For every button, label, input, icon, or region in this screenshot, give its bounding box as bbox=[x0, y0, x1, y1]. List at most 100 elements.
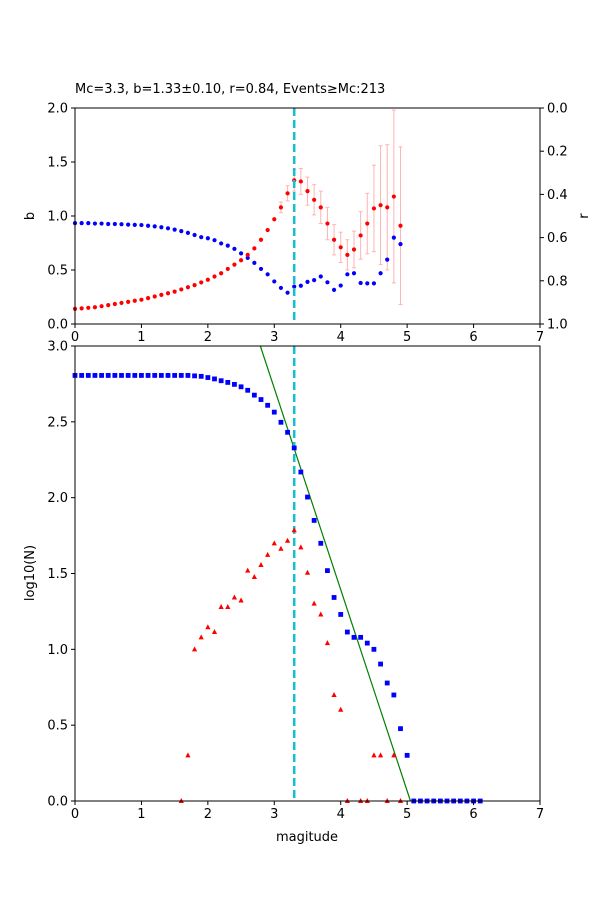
noncumulative-point bbox=[245, 567, 251, 573]
b-point bbox=[232, 262, 237, 267]
b-point bbox=[252, 246, 257, 251]
bottom-y-tick-label: 0.0 bbox=[47, 795, 68, 810]
b-point bbox=[378, 203, 383, 208]
cumulative-point bbox=[278, 419, 284, 425]
noncumulative-point bbox=[278, 545, 284, 551]
noncumulative-point bbox=[331, 691, 337, 697]
r-point bbox=[398, 241, 403, 247]
b-point bbox=[225, 266, 230, 272]
r-point bbox=[252, 260, 257, 265]
cumulative-point bbox=[398, 726, 403, 732]
cumulative-point bbox=[358, 634, 364, 640]
top-right-y-tick-label: 0.8 bbox=[547, 274, 568, 289]
top-left-y-tick-label: 0.5 bbox=[47, 264, 68, 279]
b-point bbox=[258, 237, 264, 242]
b-point bbox=[152, 294, 157, 299]
top-right-y-tick-label: 0.2 bbox=[547, 145, 568, 160]
b-point bbox=[238, 258, 244, 263]
b-point bbox=[205, 277, 210, 282]
top-x-tick-label: 6 bbox=[469, 330, 477, 345]
r-point bbox=[86, 221, 91, 226]
r-point bbox=[119, 222, 124, 227]
bottom-x-tick-label: 5 bbox=[403, 807, 411, 822]
cumulative-point bbox=[178, 373, 184, 378]
cumulative-point bbox=[298, 469, 304, 475]
bottom-x-tick-label: 6 bbox=[469, 807, 477, 822]
noncumulative-point bbox=[371, 752, 377, 758]
cumulative-point bbox=[125, 373, 131, 378]
bottom-y-tick-label: 1.5 bbox=[47, 567, 68, 582]
r-point bbox=[331, 287, 337, 292]
top-left-y-tick-label: 1.0 bbox=[47, 210, 68, 225]
bottom-y-tick-label: 2.5 bbox=[47, 415, 68, 430]
r-point bbox=[298, 283, 303, 288]
b-point bbox=[391, 194, 396, 199]
b-point bbox=[272, 217, 277, 222]
bottom-y-tick-label: 3.0 bbox=[47, 340, 68, 355]
cumulative-point bbox=[364, 640, 370, 646]
b-point bbox=[371, 206, 377, 211]
cumulative-point bbox=[232, 381, 237, 387]
cumulative-point bbox=[212, 376, 217, 382]
cumulative-point bbox=[198, 373, 204, 379]
r-point bbox=[285, 290, 290, 295]
b-point bbox=[298, 179, 303, 184]
r-point bbox=[219, 241, 224, 246]
cumulative-point bbox=[404, 752, 410, 758]
b-point bbox=[139, 297, 144, 302]
cumulative-point bbox=[165, 373, 171, 378]
top-x-tick-label: 3 bbox=[270, 330, 278, 345]
b-point bbox=[99, 304, 104, 309]
bottom-y-axis-label: log10(N) bbox=[23, 545, 38, 601]
cumulative-point bbox=[105, 373, 111, 378]
noncumulative-point bbox=[191, 646, 198, 652]
r-point bbox=[79, 221, 84, 226]
top-x-tick-label: 7 bbox=[536, 330, 544, 345]
b-point bbox=[331, 237, 337, 242]
r-point bbox=[338, 283, 343, 288]
b-point bbox=[219, 271, 224, 276]
noncumulative-point bbox=[231, 594, 238, 600]
b-point bbox=[119, 300, 124, 306]
noncumulative-point bbox=[318, 611, 324, 617]
cumulative-point bbox=[391, 692, 397, 698]
cumulative-point bbox=[351, 634, 357, 640]
top-right-y-tick-label: 1.0 bbox=[547, 318, 568, 333]
noncumulative-point bbox=[218, 604, 224, 610]
cumulative-point bbox=[145, 373, 151, 378]
r-point bbox=[225, 243, 230, 248]
cumulative-point bbox=[99, 373, 104, 378]
b-point bbox=[165, 291, 171, 296]
noncumulative-point bbox=[338, 706, 344, 712]
r-point bbox=[325, 280, 330, 285]
r-point bbox=[245, 255, 250, 261]
cumulative-point bbox=[172, 373, 178, 378]
cumulative-point bbox=[139, 373, 144, 378]
b-point bbox=[265, 227, 270, 233]
b-point bbox=[278, 205, 284, 210]
b-point bbox=[106, 303, 111, 308]
bottom-x-tick-label: 4 bbox=[337, 807, 345, 822]
r-point bbox=[126, 222, 131, 227]
bottom-y-tick-label: 1.0 bbox=[47, 643, 68, 658]
top-plot-area: 0 1 2 3 4 5 6 7 0.0 0.5 1.0 1.5 2.0 0.0 0.2 0.4 0.6 0.8 1.… bbox=[47, 102, 567, 346]
r-point bbox=[145, 223, 151, 228]
r-point bbox=[212, 238, 217, 243]
r-point bbox=[371, 281, 377, 286]
bottom-x-tick-label: 7 bbox=[536, 807, 544, 822]
noncumulative-point bbox=[298, 544, 304, 550]
bottom-panel: 0 1 2 3 4 5 6 7 0.0 0.5 1.0 1.5 2.0 2.5 3.0 magitude l… bbox=[23, 340, 544, 846]
r-point bbox=[265, 272, 270, 277]
r-point bbox=[305, 279, 310, 284]
cumulative-point bbox=[305, 494, 310, 500]
noncumulative-point bbox=[271, 540, 277, 546]
top-x-tick-label: 1 bbox=[137, 330, 145, 345]
cumulative-point bbox=[371, 646, 377, 652]
top-x-tick-label: 0 bbox=[71, 330, 79, 345]
noncumulative-point bbox=[304, 569, 311, 575]
b-point bbox=[126, 299, 131, 304]
b-point bbox=[345, 252, 350, 257]
r-point bbox=[385, 257, 390, 262]
noncumulative-point bbox=[265, 551, 271, 557]
cumulative-point bbox=[119, 373, 124, 378]
